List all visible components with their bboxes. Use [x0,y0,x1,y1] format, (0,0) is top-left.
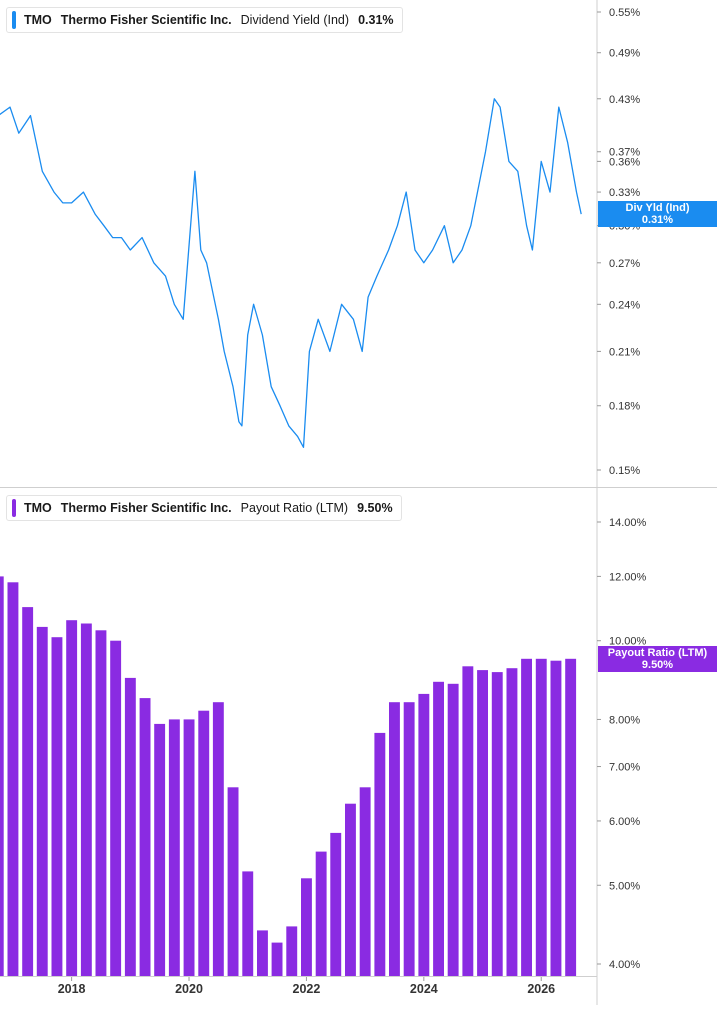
payout-ratio-bar [403,702,415,976]
payout-ratio-bar [506,668,518,976]
y-tick-label: 14.00% [609,517,647,529]
payout-ratio-bar [242,871,254,976]
x-tick-label: 2026 [527,982,555,996]
y-tick-label: 0.18% [609,401,640,413]
payout-ratio-bar [301,878,312,976]
x-tick-label: 2024 [410,982,438,996]
payout-ratio-bar [550,660,562,976]
badge-value: 0.31% [641,214,674,227]
payout-ratio-bar [257,930,268,976]
payout-ratio-bar [183,719,195,976]
legend-value: 9.50% [357,501,393,515]
payout-ratio-bar [447,683,459,976]
payout-ratio-bar [330,832,342,976]
payout-ratio-bar [374,732,386,976]
payout-ratio-bar [345,803,356,976]
legend-ticker: TMO [24,13,52,27]
legend-company: Thermo Fisher Scientific Inc. [60,501,232,515]
payout-ratio-bar [359,787,371,976]
payout-ratio-bar [95,630,107,976]
y-tick-label: 8.00% [609,714,640,726]
payout-ratio-legend[interactable]: TMO Thermo Fisher Scientific Inc. Payout… [6,495,402,521]
payout-ratio-bar [535,658,547,976]
y-tick-label: 0.49% [609,48,640,60]
payout-ratio-bar [80,623,92,976]
payout-ratio-bar [271,942,283,976]
legend-metric: Payout Ratio (LTM) [240,501,349,515]
badge-label: Payout Ratio (LTM) [607,646,708,659]
payout-ratio-series [0,576,577,976]
y-tick-label: 0.27% [609,258,640,270]
x-tick-label: 2020 [175,982,203,996]
legend-ticker: TMO [24,501,52,515]
payout-ratio-badge: Payout Ratio (LTM) 9.50% [598,645,717,672]
payout-ratio-bar [418,693,430,976]
payout-ratio-bar [565,658,577,976]
badge-value: 9.50% [641,658,674,671]
legend-company: Thermo Fisher Scientific Inc. [60,13,232,27]
y-tick-label: 5.00% [609,880,640,892]
dividend-yield-badge: Div Yld (Ind) 0.31% [598,201,717,228]
payout-ratio-bar [36,626,48,976]
x-tick-label: 2018 [58,982,86,996]
payout-ratio-bar [389,702,400,976]
y-tick-label: 0.24% [609,299,640,311]
y-tick-label: 0.55% [609,7,640,19]
payout-ratio-bar [198,710,210,976]
payout-ratio-bar [227,787,239,976]
y-tick-label: 0.37% [609,147,640,159]
payout-ratio-bar [51,637,63,976]
y-tick-label: 6.00% [609,816,640,828]
payout-ratio-bar [66,620,78,976]
y-tick-label: 12.00% [609,571,647,583]
payout-ratio-bar [154,723,166,976]
payout-ratio-bar [212,702,224,976]
legend-value: 0.31% [358,13,394,27]
dividend-yield-line [0,98,582,448]
y-tick-label: 0.21% [609,346,640,358]
legend-metric: Dividend Yield (Ind) [240,13,350,27]
payout-ratio-bar [168,719,180,976]
payout-ratio-bar [521,658,532,976]
payout-ratio-bar [491,672,503,976]
badge-label: Div Yld (Ind) [625,202,690,215]
series-swatch-icon [12,499,16,517]
y-tick-label: 0.15% [609,465,640,477]
x-tick-label: 2022 [293,982,321,996]
payout-ratio-bar [7,582,19,976]
payout-ratio-bar [0,576,4,976]
payout-ratio-bar [477,670,488,976]
payout-ratio-bar [124,677,136,976]
y-tick-label: 7.00% [609,762,640,774]
y-tick-label: 10.00% [609,636,647,648]
payout-ratio-bar [462,666,474,976]
payout-ratio-bar [433,681,444,976]
y-tick-label: 4.00% [609,959,640,971]
y-tick-label: 0.33% [609,187,640,199]
payout-ratio-bar [139,698,151,976]
y-tick-label: 0.36% [609,156,640,168]
payout-ratio-bar [315,851,327,976]
dividend-yield-legend[interactable]: TMO Thermo Fisher Scientific Inc. Divide… [6,7,403,33]
y-tick-label: 0.43% [609,94,640,106]
payout-ratio-bar [286,926,298,976]
dividend-yield-series [0,98,582,448]
payout-ratio-bar [22,607,34,976]
series-swatch-icon [12,11,16,29]
payout-ratio-bar [110,640,122,976]
